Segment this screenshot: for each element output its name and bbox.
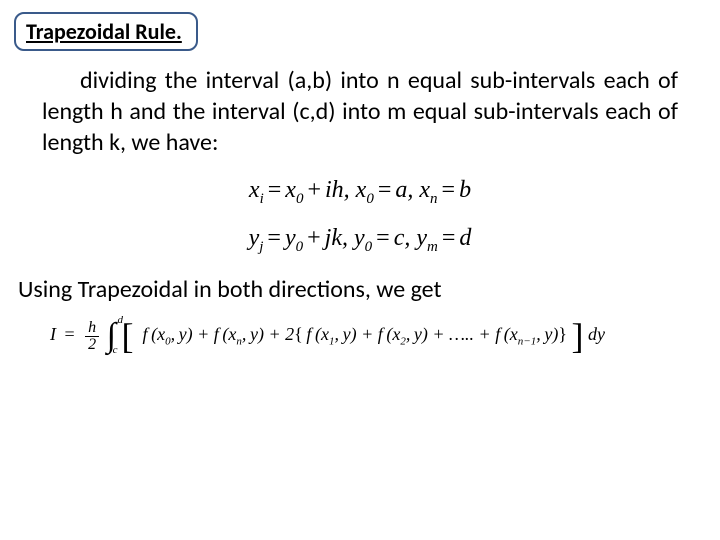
fraction-h-over-2: h 2: [85, 320, 99, 353]
integral-lhs: I: [50, 324, 56, 344]
body-paragraph-text: dividing the interval (a,b) into n equal…: [42, 66, 678, 157]
integral-lower: c: [113, 345, 118, 356]
integral-dy: dy: [588, 324, 605, 344]
integral-upper: d: [117, 315, 123, 326]
body-paragraph: dividing the interval (a,b) into n equal…: [14, 65, 706, 159]
equation-1-content: xi=x0+ih, x0=a, xn=b: [249, 177, 471, 203]
equation-2-content: yj=y0+jk, y0=c, ym=d: [249, 225, 472, 251]
equation-2: yj=y0+jk, y0=c, ym=d: [14, 225, 706, 256]
title-box: Trapezoidal Rule.: [14, 12, 198, 51]
fraction-denominator: 2: [85, 337, 99, 353]
footer-text: Using Trapezoidal in both directions, we…: [14, 274, 706, 305]
integral-equation: I = h 2 ∫dc [ f (x0, y) + f (xn, y) + 2{…: [14, 319, 706, 353]
integral-body: f (x0, y) + f (xn, y) + 2{ f (x1, y) + f…: [138, 324, 567, 344]
fraction-numerator: h: [85, 320, 99, 337]
title-text: Trapezoidal Rule.: [26, 18, 182, 45]
integral-symbol: ∫dc: [107, 319, 116, 353]
equation-1: xi=x0+ih, x0=a, xn=b: [14, 177, 706, 208]
